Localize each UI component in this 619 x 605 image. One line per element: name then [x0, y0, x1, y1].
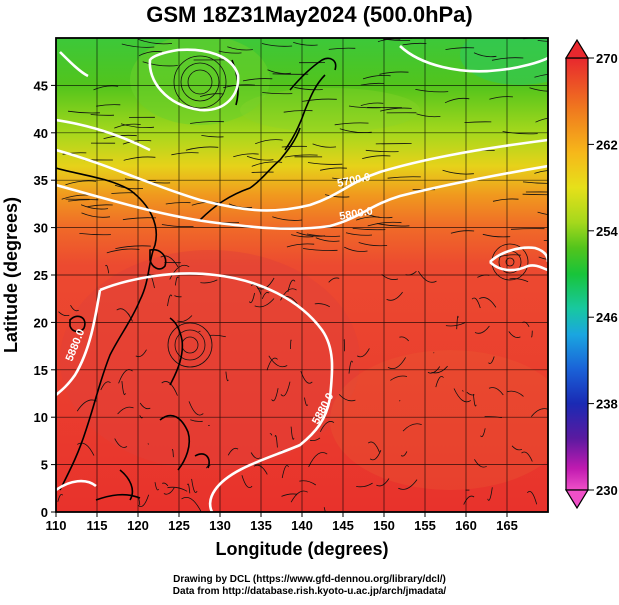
wind-streamlines: [56, 38, 548, 512]
colorbar-tick-label: 230: [596, 483, 618, 498]
temperature-field: 5700.0 5800.0 5880.0 5880.0: [56, 38, 548, 512]
x-tick-label: 165: [496, 518, 518, 533]
colorbar-lower-triangle: [564, 489, 590, 510]
x-tick-label: 150: [373, 518, 395, 533]
y-tick-label: 40: [34, 126, 48, 141]
x-tick-label: 125: [168, 518, 190, 533]
y-tick-label: 10: [34, 410, 48, 425]
colorbar-upper-triangle: [564, 38, 590, 59]
height-contours: [56, 45, 548, 512]
y-tick-label: 15: [34, 363, 48, 378]
colorbar-tick-label: 238: [596, 397, 618, 412]
y-axis-title: Latitude (degrees): [1, 197, 21, 353]
x-axis-ticks: 110 115 120 125 130 135 140 145 150 155 160 165: [46, 512, 518, 533]
coastlines: [56, 57, 337, 501]
footer-credit-dcl: Drawing by DCL (https://www.gfd-dennou.o…: [173, 574, 446, 585]
y-tick-label: 5: [41, 458, 48, 473]
y-axis-ticks: 0 5 10 15 20 25 30 35 40 45: [34, 78, 56, 520]
colorbar-tick-label: 254: [596, 224, 618, 239]
y-tick-label: 20: [34, 315, 48, 330]
x-tick-label: 135: [250, 518, 272, 533]
footer-credit-data: Data from http://database.rish.kyoto-u.a…: [172, 586, 447, 597]
colorbar: 270 262 254 246 238 230: [564, 38, 618, 510]
colorbar-tick-label: 262: [596, 137, 618, 152]
colorbar-tick-label: 246: [596, 310, 618, 325]
x-tick-label: 140: [291, 518, 313, 533]
x-tick-label: 130: [209, 518, 231, 533]
x-tick-label: 160: [455, 518, 477, 533]
x-tick-label: 120: [127, 518, 149, 533]
x-tick-label: 145: [332, 518, 354, 533]
y-tick-label: 35: [34, 173, 48, 188]
y-tick-label: 30: [34, 221, 48, 236]
contour-label-5800: 5800.0: [338, 205, 373, 223]
y-tick-label: 0: [41, 505, 48, 520]
y-tick-label: 45: [34, 78, 48, 93]
x-axis-title: Longitude (degrees): [215, 539, 388, 559]
x-tick-label: 155: [414, 518, 436, 533]
map-title: GSM 18Z31May2024 (500.0hPa): [146, 2, 473, 27]
y-tick-label: 25: [34, 268, 48, 283]
colorbar-tick-label: 270: [596, 51, 618, 66]
x-tick-label: 110: [46, 518, 67, 533]
footer: Drawing by DCL (https://www.gfd-dennou.o…: [0, 574, 619, 598]
x-tick-label: 115: [87, 518, 108, 533]
